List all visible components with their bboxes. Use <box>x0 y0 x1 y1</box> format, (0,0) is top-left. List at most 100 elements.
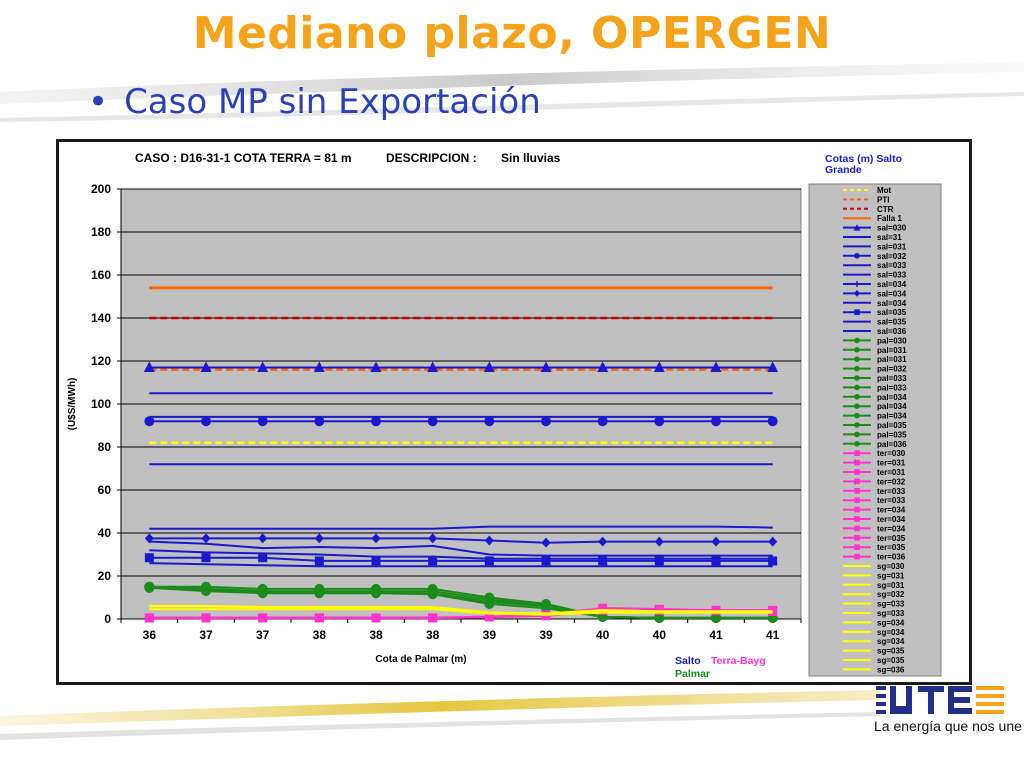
y-tick-label: 140 <box>91 311 111 325</box>
legend-marker <box>854 309 860 315</box>
series-sal-034-10-point <box>654 536 664 547</box>
legend-marker <box>854 412 860 419</box>
legend-entry-label: ter=036 <box>877 553 906 562</box>
legend-marker <box>854 544 860 550</box>
legend-entry-label: sal=032 <box>877 252 907 261</box>
legend-entry-label: sg=035 <box>877 647 905 656</box>
series-sal-030-4-point <box>427 361 439 372</box>
y-tick-label: 120 <box>91 354 111 368</box>
series-sal-034-10-point <box>484 535 494 546</box>
legend-entry-label: ter=034 <box>877 515 906 524</box>
subtitle-text: Caso MP sin Exportación <box>124 82 541 122</box>
legend-entry-label: sal=034 <box>877 280 907 289</box>
series-sal-032-7-point <box>427 416 438 427</box>
series-sal-034-10-point <box>371 533 381 544</box>
x-tick-label: 38 <box>426 628 440 642</box>
series-sal-034-10-point <box>541 537 551 548</box>
x-tick-label: 40 <box>596 628 610 642</box>
series-pal-033-18-point <box>371 588 381 599</box>
x-tick-label: 41 <box>766 628 780 642</box>
series-sal-032-7-point <box>597 416 608 427</box>
series-sal-030-4-point <box>200 361 212 372</box>
legend-entry-label: pal=035 <box>877 421 907 430</box>
series-sal-032-7-point <box>371 416 381 427</box>
legend-title-line1: Cotas (m) Salto <box>825 153 902 165</box>
chart-title-descripcion: DESCRIPCION : <box>386 151 477 165</box>
legend-entry-label: PTI <box>877 195 889 204</box>
legend-marker <box>854 384 860 391</box>
chart-title-description-value: Sin lluvias <box>501 151 561 165</box>
legend-entry-label: ter=034 <box>877 524 906 533</box>
legend-entry-label: pal=030 <box>877 336 907 345</box>
series-sal-030-4-point <box>710 361 722 372</box>
series-sal-035-13-point <box>144 553 154 563</box>
legend-marker <box>854 553 860 560</box>
legend-marker <box>854 469 860 475</box>
series-sal-035-13-point <box>428 556 438 566</box>
series-ter-034-20-point <box>258 613 268 623</box>
series-pal-033-18-point <box>201 586 211 597</box>
series-ter-034-20-point <box>314 613 324 623</box>
x-tick-label: 41 <box>709 628 723 642</box>
series-sal-034-10-point <box>428 533 438 544</box>
legend-entry-label: sg=033 <box>877 600 905 609</box>
legend-entry-label: ter=035 <box>877 543 906 552</box>
series-sal-030-4-point <box>313 361 325 372</box>
legend-marker <box>854 478 860 485</box>
series-sal-035-13-line <box>149 556 773 562</box>
legend-marker <box>854 525 860 532</box>
y-tick-label: 100 <box>91 397 111 411</box>
series-sg-034-22-line <box>149 608 773 616</box>
legend-entry-label: sg=036 <box>877 665 905 674</box>
chart-title-case: CASO : D16-31-1 COTA TERRA = 81 m <box>135 151 352 165</box>
series-sal-034-10-point <box>201 533 211 544</box>
series-sal-034-10-point <box>768 536 778 547</box>
legend-entry-label: sg=034 <box>877 628 905 637</box>
legend-marker <box>854 488 860 494</box>
series-sal-035-13-point <box>258 553 268 563</box>
legend-entry-label: pal=034 <box>877 412 907 421</box>
legend-marker <box>854 422 860 428</box>
legend-entry-label: sal=035 <box>877 308 907 317</box>
series-pal-033-18-point <box>654 612 665 623</box>
y-tick-label: 80 <box>98 440 112 454</box>
y-tick-label: 40 <box>98 526 112 540</box>
legend-entry-label: pal=031 <box>877 346 907 355</box>
legend-entry-label: sg=030 <box>877 562 905 571</box>
series-sal-034-10-point <box>144 533 154 544</box>
x-axis-label: Cota de Palmar (m) <box>375 654 466 665</box>
bullet-point: • <box>88 82 109 122</box>
group-label-terra-bayg: Terra-Bayg <box>711 655 766 667</box>
y-tick-label: 0 <box>104 612 111 626</box>
series-ter-034-20-point <box>484 612 494 622</box>
series-sal-035-13-point <box>484 556 494 566</box>
x-tick-label: 36 <box>143 628 157 642</box>
legend-entry-label: ter=035 <box>877 534 906 543</box>
y-tick-label: 160 <box>91 268 111 282</box>
series-sal-035-13-point <box>768 556 778 566</box>
series-sal-035-13-point <box>314 556 324 566</box>
legend-entry-label: sg=033 <box>877 609 905 618</box>
series-sal-032-7-point <box>314 416 325 427</box>
legend-entry-label: sg=034 <box>877 637 905 646</box>
x-tick-label: 39 <box>483 628 497 642</box>
series-sal-032-7-point <box>201 416 211 427</box>
legend-entry-label: CTR <box>877 205 894 214</box>
series-sal-030-4-point <box>143 361 155 372</box>
legend-entry-label: sal=035 <box>877 318 907 327</box>
series-sal-035-13-point <box>541 556 551 566</box>
legend-marker <box>854 497 860 503</box>
series-sal-030-4-point <box>653 361 665 372</box>
series-pal-033-18-point <box>144 582 155 593</box>
legend-entry-label: ter=030 <box>877 449 906 458</box>
legend-entry-label: ter=031 <box>877 468 906 477</box>
series-sal-034-12-line <box>149 549 773 560</box>
series-sal-030-4-point <box>597 361 609 372</box>
legend-entry-label: pal=032 <box>877 365 907 374</box>
legend-marker <box>854 441 860 447</box>
legend-marker <box>854 506 860 513</box>
series-sal-030-4-point <box>370 361 382 372</box>
series-sal-034-10-point <box>258 533 268 544</box>
legend-entry-label: sg=035 <box>877 656 905 665</box>
